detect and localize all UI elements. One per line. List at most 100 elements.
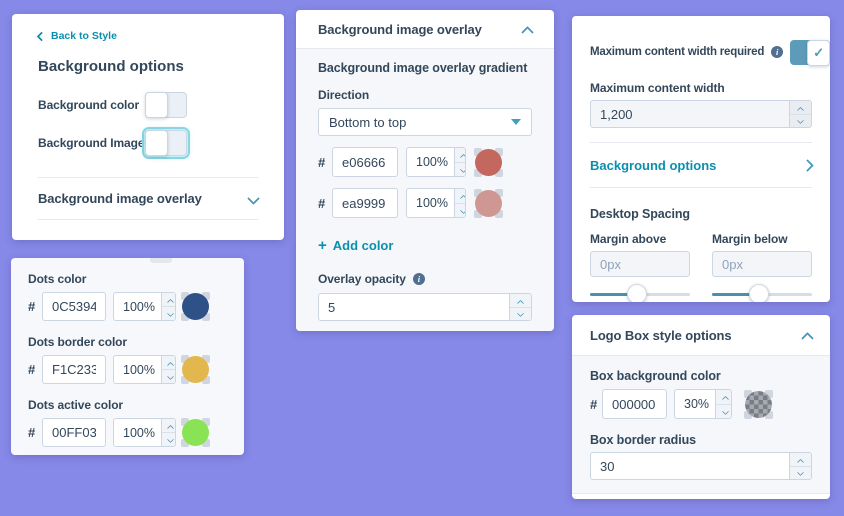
color-swatch[interactable] [474, 188, 503, 218]
max-width-required-toggle[interactable]: ✓ [790, 39, 830, 66]
opacity-percent-input: 100% [113, 355, 176, 384]
stepper-up-button[interactable] [161, 356, 175, 370]
dots-color-label: Dots color [28, 272, 87, 286]
opacity-percent-value[interactable]: 100% [123, 299, 155, 314]
check-icon: ✓ [813, 44, 825, 60]
stepper-down-button[interactable] [455, 204, 465, 218]
swatch-circle-transparent [745, 390, 772, 418]
margin-below-label: Margin below [712, 232, 788, 246]
stepper-down-icon [167, 435, 175, 444]
stepper-down-button[interactable] [162, 307, 175, 320]
max-width-field[interactable] [591, 101, 789, 127]
swatch-handle [474, 188, 482, 197]
stepper-down-icon [167, 372, 175, 381]
overlay-opacity-field[interactable] [319, 294, 509, 320]
hex-color-field[interactable] [333, 189, 397, 217]
stepper-down-icon [460, 165, 465, 173]
panel-title: Background options [38, 57, 184, 75]
stepper-up-icon [796, 458, 805, 466]
stepper-down-button[interactable] [455, 163, 465, 177]
hex-color-input [332, 188, 398, 218]
swatch-handle [202, 313, 210, 321]
margin-above-slider[interactable] [590, 284, 690, 302]
max-width-label: Maximum content width [590, 81, 725, 95]
box-border-radius-field[interactable] [591, 453, 789, 479]
margin-above-field[interactable] [591, 252, 689, 276]
accordion-label: Background image overlay [38, 190, 202, 206]
margin-below-field[interactable] [713, 252, 811, 276]
accordion-label: Logo Box style options [590, 327, 732, 343]
divider [38, 176, 258, 178]
hash-prefix: # [318, 154, 326, 170]
dots-colors-panel: Dots color # 100% Dots border color # 10… [11, 258, 244, 455]
stepper-down-button[interactable] [790, 115, 811, 128]
hex-color-field[interactable] [43, 293, 105, 320]
color-swatch[interactable] [181, 418, 210, 447]
opacity-percent-value[interactable]: 100% [416, 196, 448, 210]
overlay-accordion-header[interactable]: Background image overlay [296, 10, 554, 48]
swatch-handle [474, 147, 482, 156]
background-image-overlay-accordion[interactable]: Background image overlay [38, 178, 260, 219]
color-swatch[interactable] [181, 292, 210, 321]
back-to-style-link[interactable]: Back to Style [36, 14, 117, 42]
stepper-up-icon [167, 424, 175, 432]
color-swatch[interactable] [474, 147, 503, 177]
margin-inputs-row [590, 251, 812, 277]
background-options-nav[interactable]: Background options [590, 143, 814, 187]
expand-chevron-icon [247, 191, 260, 205]
stepper-down-button[interactable] [510, 308, 531, 321]
stepper-down-button[interactable] [162, 370, 175, 383]
background-image-toggle[interactable] [142, 126, 190, 159]
box-background-color-label: Box background color [590, 369, 721, 383]
hex-color-field[interactable] [603, 390, 666, 418]
swatch-handle [474, 209, 482, 218]
slider-thumb[interactable] [627, 284, 647, 302]
swatch-handle [765, 389, 773, 398]
swatch-handle [202, 355, 210, 363]
gradient-section-title: Background image overlay gradient [318, 61, 528, 75]
margin-sliders-row [590, 284, 812, 302]
accordion-label: Background image overlay [318, 21, 482, 37]
swatch-circle [182, 419, 209, 446]
box-border-radius-label: Box border radius [590, 433, 696, 447]
stepper-up-button[interactable] [790, 453, 811, 467]
color-swatch[interactable] [744, 389, 773, 419]
color-swatch[interactable] [181, 355, 210, 384]
logo-box-body: Box background color # 30% Box border ra… [572, 355, 830, 494]
opacity-percent-value[interactable]: 100% [123, 425, 155, 440]
stepper-up-button[interactable] [161, 293, 175, 307]
slider-thumb[interactable] [749, 284, 769, 302]
opacity-percent-value[interactable]: 30% [684, 397, 710, 411]
stepper-down-button[interactable] [790, 467, 811, 480]
opacity-percent-value[interactable]: 100% [416, 155, 448, 169]
direction-select[interactable]: Bottom to top [318, 108, 532, 136]
hex-color-field[interactable] [43, 419, 105, 446]
hex-color-input [42, 355, 106, 384]
info-icon[interactable]: i [771, 46, 784, 58]
slider-fill [712, 293, 759, 296]
stepper-up-button[interactable] [790, 101, 811, 115]
stepper-up-button[interactable] [454, 148, 465, 163]
stepper-up-icon [796, 106, 805, 114]
dots-active-color-row: # 100% [28, 418, 227, 447]
stepper-up-icon [460, 195, 465, 203]
stepper-down-button[interactable] [162, 433, 175, 446]
stepper [453, 189, 465, 218]
stepper-down-button[interactable] [716, 405, 731, 419]
stepper-up-button[interactable] [161, 419, 175, 433]
info-icon[interactable]: i [412, 273, 425, 285]
add-color-link[interactable]: + Add color [318, 237, 393, 254]
margin-below-slider[interactable] [712, 284, 812, 302]
stepper-up-button[interactable] [716, 390, 731, 405]
logo-box-accordion-header[interactable]: Logo Box style options [572, 315, 830, 355]
opacity-percent-input: 30% [674, 389, 732, 419]
background-color-toggle[interactable] [145, 91, 187, 118]
opacity-percent-value[interactable]: 100% [123, 362, 155, 377]
swatch-handle [495, 209, 503, 218]
hex-color-field[interactable] [333, 148, 397, 176]
hex-color-field[interactable] [43, 356, 105, 383]
swatch-handle [202, 418, 210, 426]
stepper-up-button[interactable] [454, 189, 465, 204]
stepper-up-icon [721, 396, 729, 404]
stepper-up-button[interactable] [510, 294, 531, 308]
